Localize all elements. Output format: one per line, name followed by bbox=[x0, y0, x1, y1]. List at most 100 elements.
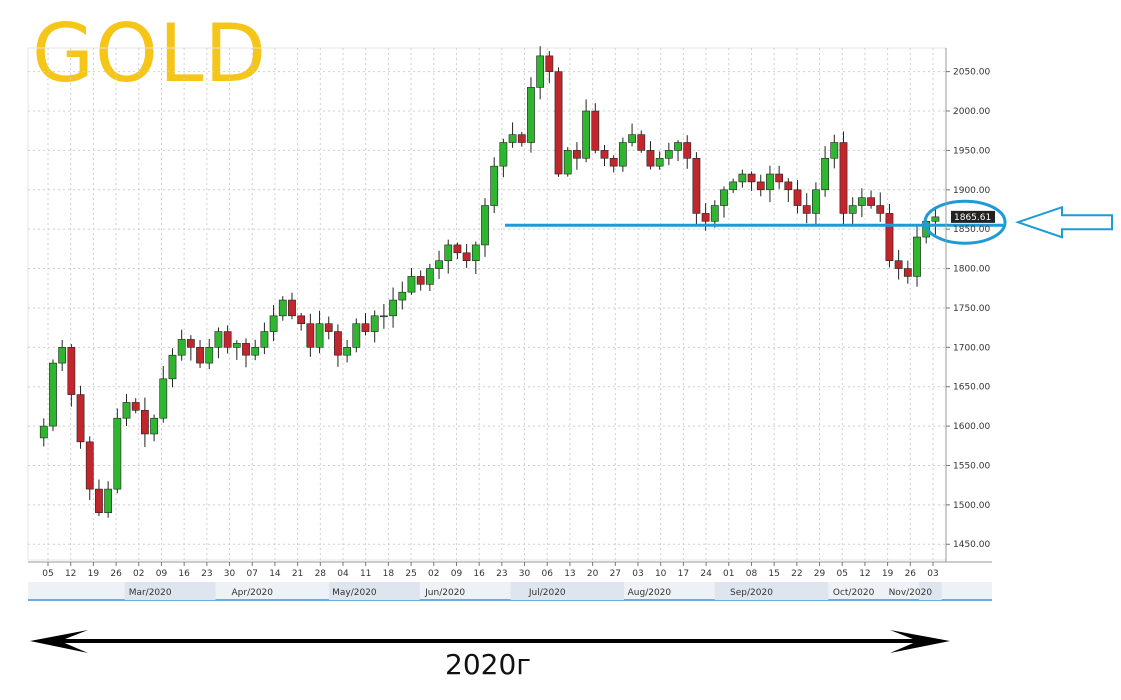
x-tick-label: 19 bbox=[88, 569, 100, 579]
candle-body bbox=[701, 213, 710, 222]
candle-body bbox=[141, 410, 149, 435]
x-tick-label: 14 bbox=[269, 569, 281, 579]
y-tick-label: 1850.00 bbox=[953, 225, 990, 235]
candle-body bbox=[223, 331, 232, 348]
x-tick-label: 30 bbox=[519, 569, 531, 579]
candle-body bbox=[306, 323, 315, 348]
y-tick-label: 1900.00 bbox=[953, 186, 990, 196]
candle-body bbox=[278, 299, 287, 317]
x-tick-label: 08 bbox=[746, 569, 758, 579]
candle-body bbox=[370, 315, 379, 332]
candle-body bbox=[39, 425, 48, 439]
candle-body bbox=[398, 291, 407, 301]
candle-body bbox=[499, 142, 508, 167]
candle-body bbox=[775, 173, 784, 183]
x-tick-label: 18 bbox=[383, 569, 395, 579]
candle-body bbox=[297, 315, 306, 324]
candle-body bbox=[683, 142, 692, 159]
x-axis: 05 12 19 26 02 09 16 23 30 07 14 21 28 04 11 18 25 02 09 16… bbox=[28, 561, 992, 579]
candle-body bbox=[793, 189, 802, 206]
candle-body bbox=[766, 173, 774, 191]
x-tick-label: 03 bbox=[632, 569, 643, 579]
candle-body bbox=[720, 189, 728, 206]
candle-body bbox=[462, 252, 471, 261]
y-tick-label: 1950.00 bbox=[953, 146, 990, 156]
month-label: Jul/2020 bbox=[528, 588, 566, 598]
candle-body bbox=[76, 394, 85, 443]
candle-body bbox=[931, 216, 940, 222]
candles bbox=[39, 46, 940, 518]
month-label: Aug/2020 bbox=[628, 588, 672, 598]
year-caption: 2020г bbox=[445, 648, 531, 681]
candle-body bbox=[232, 343, 241, 348]
candle-body bbox=[527, 87, 535, 143]
candle-body bbox=[471, 244, 480, 261]
candle-body bbox=[150, 417, 158, 435]
candle-body bbox=[802, 205, 811, 214]
timeline-arrow bbox=[30, 630, 950, 653]
candle-body bbox=[729, 181, 738, 191]
candle-body bbox=[812, 189, 820, 214]
x-tick-label: 09 bbox=[451, 569, 463, 579]
x-tick-label: 02 bbox=[428, 569, 439, 579]
y-tick-label: 1600.00 bbox=[953, 422, 990, 432]
candle-body bbox=[104, 488, 113, 514]
y-tick-label: 1650.00 bbox=[953, 383, 990, 393]
candle-body bbox=[554, 71, 563, 175]
candle-body bbox=[664, 150, 673, 159]
candle-body bbox=[609, 157, 618, 167]
candle-body bbox=[857, 197, 866, 206]
x-tick-label: 23 bbox=[201, 569, 212, 579]
x-tick-label: 24 bbox=[700, 569, 712, 579]
y-tick-label: 1450.00 bbox=[953, 540, 990, 550]
x-tick-label: 04 bbox=[337, 569, 349, 579]
candle-body bbox=[628, 134, 636, 143]
candle-body bbox=[113, 417, 122, 490]
month-label: Mar/2020 bbox=[129, 588, 172, 598]
candle-body bbox=[361, 323, 370, 332]
x-tick-label: 13 bbox=[564, 569, 575, 579]
x-tick-label: 30 bbox=[224, 569, 236, 579]
candle-body bbox=[573, 150, 581, 159]
highlight-ellipse bbox=[923, 199, 1007, 245]
candle-body bbox=[444, 244, 453, 261]
month-band bbox=[124, 582, 216, 600]
month-band bbox=[714, 582, 829, 600]
candle-body bbox=[756, 181, 765, 191]
candle-body bbox=[655, 157, 664, 167]
month-band bbox=[510, 582, 624, 600]
candle-body bbox=[242, 343, 250, 356]
candle-body bbox=[903, 268, 912, 277]
month-label: Apr/2020 bbox=[232, 588, 274, 598]
y-tick-label: 2050.00 bbox=[953, 68, 990, 78]
candle-body bbox=[453, 244, 462, 254]
candle-body bbox=[876, 205, 885, 214]
candle-body bbox=[867, 197, 875, 206]
candle-body bbox=[435, 260, 443, 269]
candle-body bbox=[885, 213, 894, 261]
x-tick-label: 09 bbox=[156, 569, 168, 579]
candle-body bbox=[618, 142, 627, 167]
x-tick-label: 06 bbox=[542, 569, 554, 579]
candle-body bbox=[58, 347, 67, 364]
candle-body bbox=[913, 236, 921, 277]
x-tick-label: 07 bbox=[247, 569, 258, 579]
candle-body bbox=[821, 157, 829, 191]
candle-body bbox=[352, 323, 361, 348]
candle-body bbox=[692, 157, 701, 214]
candle-body bbox=[830, 142, 839, 159]
x-tick-label: 22 bbox=[791, 569, 802, 579]
plot-frame bbox=[27, 47, 947, 561]
x-tick-label: 21 bbox=[292, 569, 303, 579]
candle-body bbox=[407, 276, 416, 293]
candle-body bbox=[67, 347, 76, 395]
candle-body bbox=[214, 331, 223, 348]
candle-body bbox=[839, 142, 848, 214]
y-tick-label: 1750.00 bbox=[953, 304, 990, 314]
candle-body bbox=[269, 315, 278, 332]
x-tick-label: 03 bbox=[927, 569, 938, 579]
x-tick-label: 28 bbox=[315, 569, 327, 579]
x-tick-label: 11 bbox=[360, 569, 371, 579]
candle-body bbox=[196, 347, 204, 364]
candle-body bbox=[416, 276, 425, 285]
